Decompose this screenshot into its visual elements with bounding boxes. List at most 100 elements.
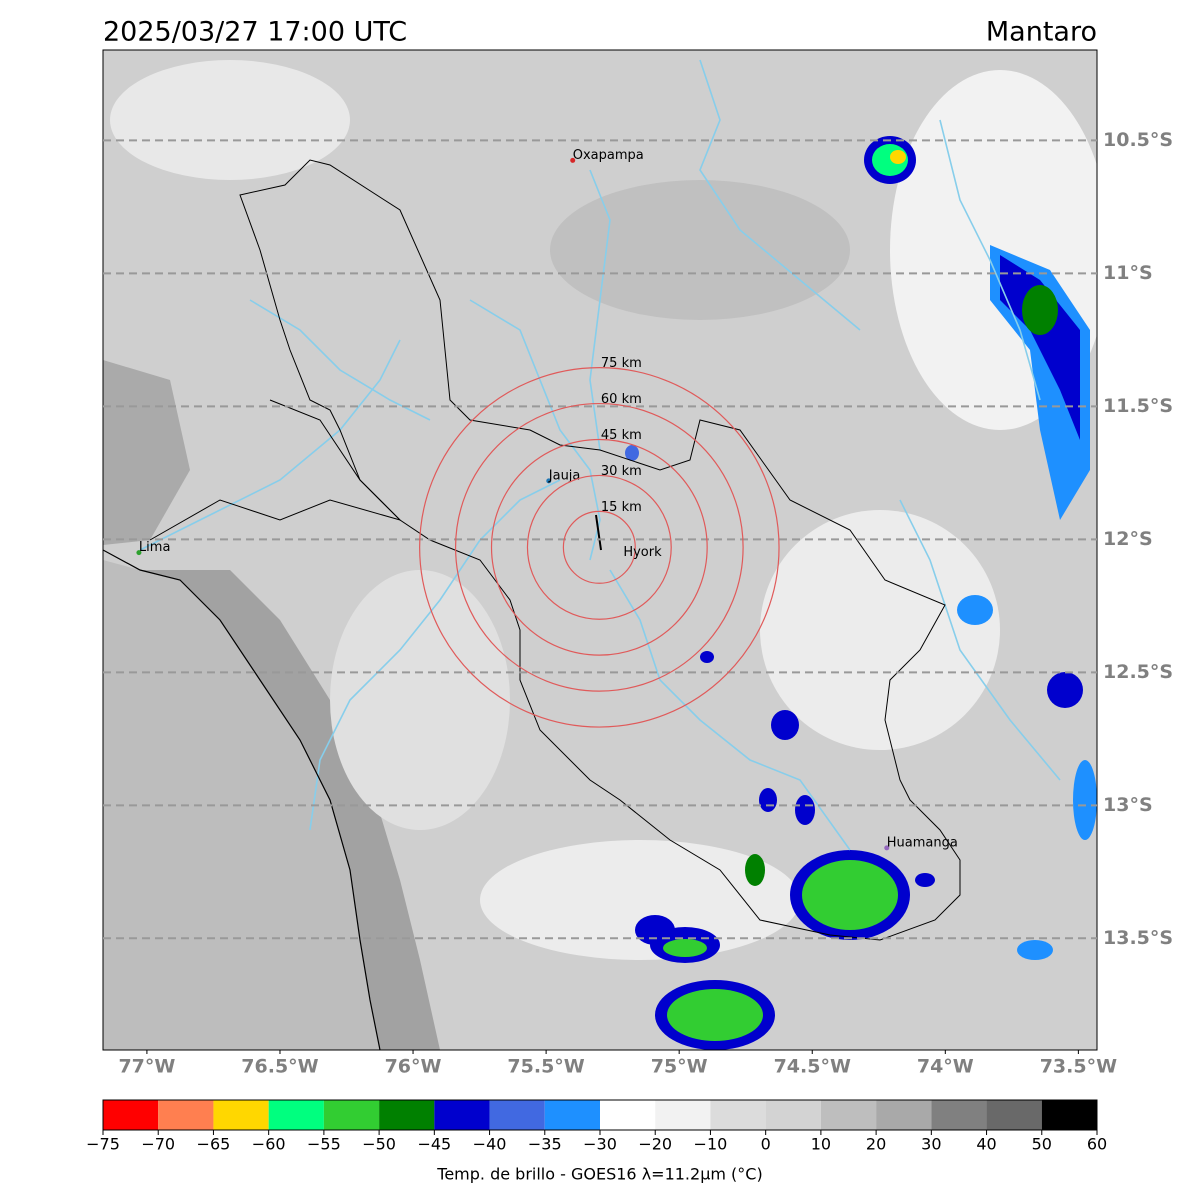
place-marker — [884, 845, 890, 851]
imagery — [103, 50, 1097, 1050]
river — [609, 569, 851, 851]
place-label: Lima — [139, 540, 170, 555]
ring-label: 30 km — [601, 464, 642, 479]
colorbar-tick-label: 20 — [866, 1135, 886, 1154]
cloud — [1017, 940, 1053, 960]
y-tick-label: 11°S — [1103, 262, 1153, 284]
colorbar-segment — [710, 1100, 766, 1130]
center-label: Hyork — [623, 545, 662, 560]
basin-outline — [149, 399, 402, 541]
colorbar-segment — [931, 1100, 987, 1130]
range-ring — [562, 510, 636, 584]
bright-area — [330, 570, 510, 830]
place-marker — [136, 550, 142, 556]
river — [309, 479, 561, 831]
x-tick-label: 76°W — [385, 1056, 442, 1078]
colorbar-segment — [544, 1100, 600, 1130]
y-tick-label: 13.5°S — [1103, 927, 1173, 949]
colorbar-segment — [765, 1100, 821, 1130]
range-ring — [490, 438, 708, 656]
colorbar-tick-label: 0 — [761, 1135, 771, 1154]
ring-label: 75 km — [601, 356, 642, 371]
x-tick-label: 74°W — [917, 1056, 974, 1078]
cloud — [1022, 285, 1058, 335]
x-tick-label: 75°W — [651, 1056, 708, 1078]
y-tick-label: 10.5°S — [1103, 129, 1173, 151]
cloud — [635, 915, 675, 945]
range-ring — [526, 474, 672, 620]
overlay: 10.5°S 11°S 11.5°S 12°S 12.5°S 13°S 13.5°S 77°W… — [86, 129, 1173, 1184]
river — [939, 119, 1041, 401]
colorbar-segment — [323, 1100, 380, 1130]
cloud — [802, 860, 898, 930]
range-ring — [454, 402, 744, 692]
colorbar-tick-label: −45 — [417, 1135, 451, 1154]
cloud — [663, 939, 707, 957]
cloud — [1000, 255, 1080, 440]
bright-area — [110, 60, 350, 180]
region-name: Mantaro — [986, 17, 1097, 48]
place-label: Jauja — [548, 468, 581, 483]
colorbar-tick-label: 60 — [1087, 1135, 1107, 1154]
colorbar-tick-label: 30 — [921, 1135, 941, 1154]
colorbar-segment — [158, 1100, 214, 1130]
colorbar-segment — [213, 1100, 269, 1130]
cloud — [890, 150, 906, 164]
dark-area — [550, 180, 850, 320]
coastline — [103, 549, 381, 1050]
colorbar-segment — [1041, 1100, 1097, 1130]
y-tick-label: 11.5°S — [1103, 395, 1173, 417]
colorbar-tick-label: −65 — [197, 1135, 231, 1154]
cloud — [915, 873, 935, 887]
colorbar-segment — [379, 1100, 435, 1130]
place-marker — [570, 157, 576, 163]
colorbar-tick-label: 10 — [811, 1135, 831, 1154]
colorbar-segment — [103, 1100, 159, 1130]
colorbar-tick-label: −55 — [307, 1135, 341, 1154]
cloud — [759, 788, 777, 812]
cloud — [625, 445, 639, 461]
colorbar-tick-label: 50 — [1032, 1135, 1052, 1154]
y-tick-label: 13°S — [1103, 794, 1153, 816]
colorbar-tick-label: −40 — [473, 1135, 507, 1154]
map-frame — [102, 49, 1098, 1051]
place-label: Oxapampa — [573, 148, 644, 163]
colorbar-tick-label: −60 — [252, 1135, 286, 1154]
x-tick-label: 75.5°W — [507, 1056, 584, 1078]
cloud — [957, 595, 993, 625]
x-tick-label: 76.5°W — [241, 1056, 318, 1078]
cloud — [1047, 672, 1083, 708]
ocean — [103, 560, 380, 1050]
x-tick-label: 73.5°W — [1040, 1056, 1117, 1078]
river — [469, 299, 601, 561]
y-tick-label: 12°S — [1103, 528, 1153, 550]
colorbar-segment — [820, 1100, 877, 1130]
x-tick-label: 77°W — [118, 1056, 175, 1078]
direction-mark — [595, 514, 602, 551]
colorbar-tick-label: 40 — [976, 1135, 996, 1154]
colorbar-segment — [986, 1100, 1042, 1130]
cloud — [771, 710, 799, 740]
colorbar-tick-label: −35 — [528, 1135, 562, 1154]
colorbar-tick-label: −20 — [638, 1135, 672, 1154]
colorbar-tick-label: −50 — [362, 1135, 396, 1154]
cloud — [795, 795, 815, 825]
bright-area — [760, 510, 1000, 750]
cloud — [667, 989, 763, 1041]
colorbar-tick-label: −70 — [141, 1135, 175, 1154]
colorbar-label: Temp. de brillo - GOES16 λ=11.2μm (°C) — [436, 1165, 762, 1184]
colorbar-segment — [655, 1100, 711, 1130]
ring-label: 60 km — [601, 392, 642, 407]
colorbar-segment — [489, 1100, 545, 1130]
ring-label: 15 km — [601, 500, 642, 515]
basin-outline — [239, 159, 961, 941]
colorbar-segment — [876, 1100, 932, 1130]
river — [139, 339, 401, 551]
river — [699, 59, 861, 331]
colorbar-tick-label: −75 — [86, 1135, 120, 1154]
place-label: Huamanga — [887, 835, 958, 850]
colorbar-tick-label: −30 — [583, 1135, 617, 1154]
colorbar-tick-label: −10 — [694, 1135, 728, 1154]
cloud — [700, 651, 714, 663]
